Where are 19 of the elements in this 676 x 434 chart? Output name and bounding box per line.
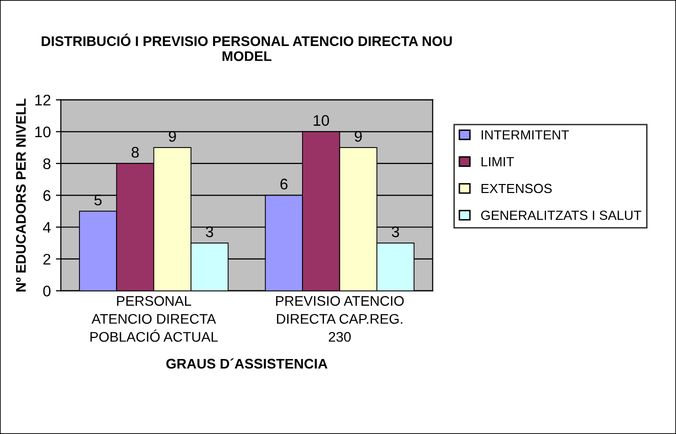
x-tick-label: PERSONAL ATENCIO DIRECTA POBLACIÓ ACTUAL xyxy=(90,296,218,342)
y-tick-label: 10 xyxy=(35,126,51,138)
data-label: 8 xyxy=(132,146,139,158)
legend-label: LIMIT xyxy=(482,157,514,166)
data-label: 10 xyxy=(314,115,329,126)
y-tick-label: 4 xyxy=(42,222,51,233)
legend-label: EXTENSOS xyxy=(482,184,552,194)
x-axis-title: GRAUS D´ASSISTENCIA xyxy=(166,358,328,369)
data-label: 6 xyxy=(280,178,288,190)
y-axis-title: Nº EDUCADORS PER NIVELL xyxy=(16,98,26,292)
y-tick-label: 6 xyxy=(43,190,50,201)
y-tick-label: 0 xyxy=(43,286,51,296)
chart-title: DISTRIBUCIÓ I PREVISIO PERSONAL ATENCIO DIRECTA NOU MODEL xyxy=(42,34,452,62)
legend-label: INTERMITENT xyxy=(482,130,569,140)
x-tick-label: PREVISIO ATENCIO DIRECTA CAP.REG. 230 xyxy=(276,296,404,342)
y-tick-label: 12 xyxy=(35,94,50,106)
y-tick-label: 8 xyxy=(43,158,50,170)
y-tick-label: 2 xyxy=(43,254,50,264)
legend-label: GENERALITZATS I SALUT xyxy=(481,210,642,220)
